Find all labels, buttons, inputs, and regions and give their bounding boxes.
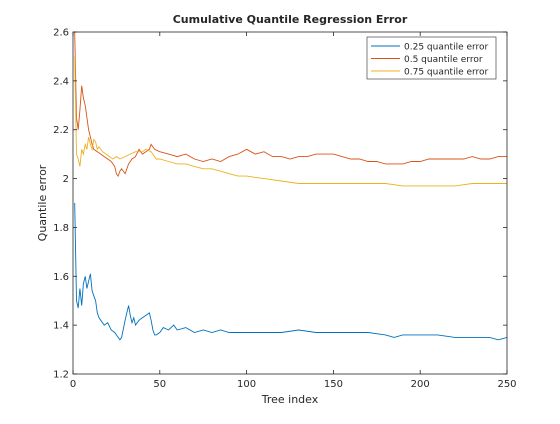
y-axis-label: Quantile error	[36, 164, 49, 241]
y-tick-label: 2	[63, 174, 69, 185]
chart-title: Cumulative Quantile Regression Error	[173, 13, 408, 26]
series-layer	[74, 31, 508, 341]
y-tick-label: 2.6	[53, 28, 69, 39]
plot-area-frame	[72, 31, 508, 375]
x-tick-label: 0	[70, 379, 76, 390]
y-axis: 1.2 1.4 1.6 1.8 2 2.2 2.4 2.6	[53, 28, 507, 381]
x-tick-label: 200	[411, 379, 430, 390]
series-line-1	[74, 202, 508, 341]
legend-label-3: 0.75 quantile error	[404, 68, 489, 78]
y-tick-label: 1.8	[53, 223, 69, 234]
x-tick-label: 100	[237, 379, 256, 390]
series-line-3	[74, 56, 507, 187]
y-tick-label: 1.2	[53, 370, 69, 381]
y-tick-label: 2.2	[53, 125, 69, 136]
series-line-2	[74, 31, 507, 178]
y-tick-label: 1.4	[53, 321, 69, 332]
legend-label-1: 0.25 quantile error	[404, 43, 489, 53]
legend-label-2: 0.5 quantile error	[404, 55, 483, 65]
legend: 0.25 quantile error 0.5 quantile error 0.7…	[366, 36, 497, 80]
y-tick-label: 2.4	[53, 76, 69, 87]
x-axis-label: Tree index	[261, 393, 319, 406]
x-tick-label: 250	[497, 379, 516, 390]
x-tick-label: 150	[324, 379, 343, 390]
x-tick-label: 50	[153, 379, 166, 390]
x-axis: 0 50 100 150 200 250	[70, 32, 517, 390]
y-tick-label: 1.6	[53, 272, 69, 283]
